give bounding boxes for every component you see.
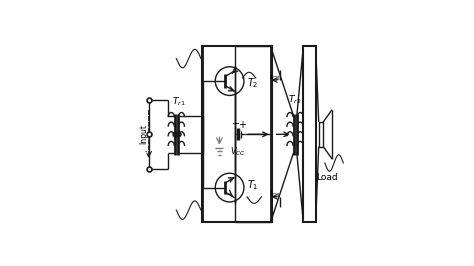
Bar <box>319 122 323 147</box>
Bar <box>303 46 316 222</box>
Text: $i_{C1}$: $i_{C1}$ <box>269 187 281 200</box>
Text: $V_{CC}$: $V_{CC}$ <box>230 146 246 158</box>
Text: $T_1$: $T_1$ <box>247 179 259 192</box>
Text: −: − <box>232 119 240 128</box>
Text: $T_2$: $T_2$ <box>247 76 258 90</box>
Text: +: + <box>238 120 246 130</box>
Bar <box>202 46 272 222</box>
Text: $i_{C2}$: $i_{C2}$ <box>269 71 281 83</box>
Text: $T_{r2}$: $T_{r2}$ <box>288 93 302 106</box>
Text: Input: Input <box>139 124 148 144</box>
Text: $T_{r1}$: $T_{r1}$ <box>172 95 185 108</box>
Text: Load: Load <box>316 173 337 182</box>
